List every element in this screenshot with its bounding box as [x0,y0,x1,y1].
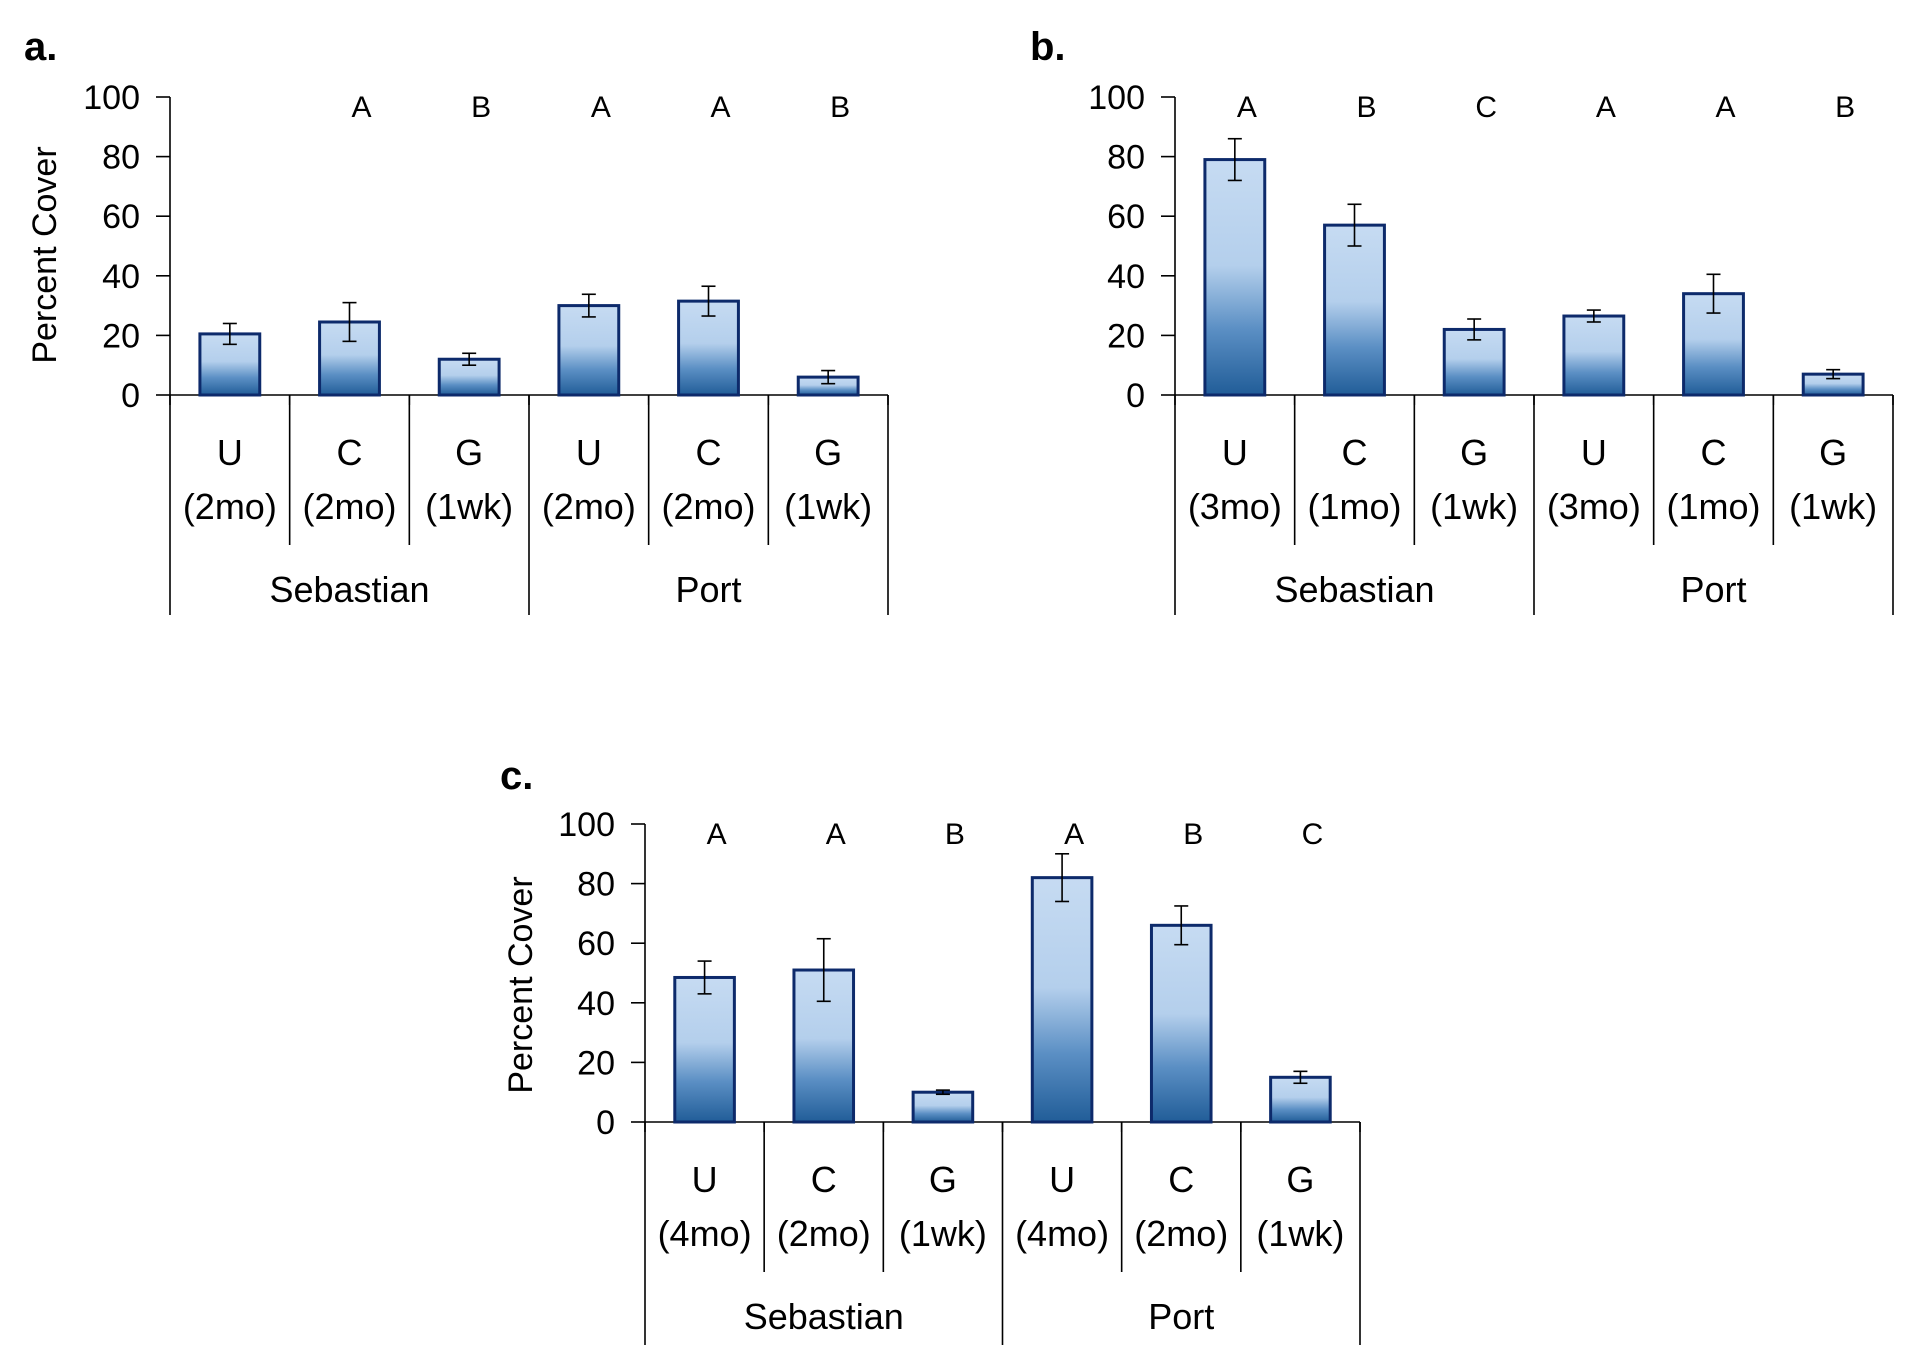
panel-b-significance-letter: B [1835,91,1855,124]
panel-c-duration-label: (2mo) [777,1213,871,1254]
panel-a-duration-label: (2mo) [542,486,636,527]
panel-a-bar [557,304,621,397]
panel-c-ylabel: Percent Cover [502,876,540,1093]
panel-b-category-label: C [1701,432,1727,473]
panel-c-bar [1149,923,1213,1124]
panel-a-group-label: Sebastian [269,569,429,610]
panel-a-significance-letter: B [830,91,850,124]
panel-c-bar [1269,1075,1332,1124]
panel-b-category-label: G [1460,432,1488,473]
panel-a-group-label: Port [675,569,741,610]
panel-a-ylabel: Percent Cover [26,146,64,363]
panel-b-significance-letter: A [1237,91,1257,124]
panel-a-duration-label: (2mo) [661,486,755,527]
panel-a-category-label: C [337,432,363,473]
panel-c-group-label: Sebastian [744,1296,904,1337]
panel-b-duration-label: (1wk) [1430,486,1518,527]
panel-c-category-label: U [692,1159,718,1200]
panel-b-duration-label: (3mo) [1188,486,1282,527]
panel-a-significance-letter: A [710,91,730,124]
panel-c-category-label: G [929,1159,957,1200]
panel-c-ytick-label: 0 [596,1104,615,1142]
panel-a-category-label: U [576,432,602,473]
panel-c-significance-letter: A [1064,818,1084,851]
panel-a-significance-letter: A [351,91,371,124]
panel-b-bar [1562,314,1626,397]
panel-b-duration-label: (1mo) [1307,486,1401,527]
panel-a: a. Percent Cover 0 20 40 60 80 100 U (2mo) A C (2m… [24,25,889,615]
panel-a-duration-label: (1wk) [784,486,872,527]
panel-b-bar [1682,292,1745,397]
panel-b: b. 0 20 40 60 80 100 A U (3mo) B C (1mo) C G (1wk) A U (3… [1030,25,1894,615]
panel-b-plot: 0 20 40 60 80 100 A U (3mo) B C (1mo) C G (1wk) A U (3mo)… [1088,79,1894,615]
panel-c-duration-label: (4mo) [1015,1213,1109,1254]
panel-c-ytick-label: 80 [577,866,615,904]
panel-b-significance-letter: C [1475,91,1497,124]
panel-a-significance-letter: A [591,91,611,124]
panel-c-ytick-label: 40 [577,985,615,1023]
panel-b-duration-label: (3mo) [1547,486,1641,527]
panel-b-duration-label: (1wk) [1789,486,1877,527]
panel-b-significance-letter: B [1356,91,1376,124]
panel-a-ytick-label: 60 [102,198,140,236]
panel-c-bar [673,975,736,1124]
panel-c-duration-label: (1wk) [1256,1213,1344,1254]
panel-c-bar [1030,876,1094,1124]
panel-a-ytick-label: 40 [102,258,140,296]
panel-a-category-label: G [455,432,483,473]
panel-b-group-label: Sebastian [1274,569,1434,610]
panel-a-category-label: G [814,432,842,473]
panel-c-category-label: C [1168,1159,1194,1200]
panel-a-duration-label: (1wk) [425,486,513,527]
panel-a-significance-letter: B [471,91,491,124]
panel-a-duration-label: (2mo) [183,486,277,527]
panel-c-label: c. [500,754,533,798]
panel-c-category-label: U [1049,1159,1075,1200]
panel-b-ytick-label: 0 [1126,377,1145,415]
panel-b-category-label: U [1222,432,1248,473]
panel-a-duration-label: (2mo) [302,486,396,527]
panel-b-label: b. [1030,25,1066,69]
panel-b-ytick-label: 60 [1107,198,1145,236]
panel-a-ytick-label: 20 [102,317,140,355]
panel-a-ytick-label: 100 [83,79,140,117]
panel-b-ytick-label: 100 [1088,79,1145,117]
panel-a-ytick-label: 80 [102,139,140,177]
panel-b-category-label: G [1819,432,1847,473]
panel-a-category-label: U [217,432,243,473]
panel-c-category-label: G [1286,1159,1314,1200]
panel-c-bar [911,1090,975,1124]
panel-c-significance-letter: B [1183,818,1203,851]
panel-c-ytick-label: 20 [577,1044,615,1082]
panel-a-label: a. [24,25,57,69]
panel-c-ytick-label: 60 [577,925,615,963]
panel-b-ytick-label: 80 [1107,139,1145,177]
panel-c-group-label: Port [1148,1296,1214,1337]
panel-a-ytick-label: 0 [121,377,140,415]
panel-b-significance-letter: A [1715,91,1735,124]
panel-c-significance-letter: B [945,818,965,851]
panel-b-group-label: Port [1680,569,1746,610]
panel-c-significance-letter: A [707,818,727,851]
panel-c-duration-label: (4mo) [658,1213,752,1254]
panel-a-category-label: C [696,432,722,473]
panel-c-ytick-label: 100 [558,806,615,844]
panel-a-plot: 0 20 40 60 80 100 U (2mo) A C (2mo) B G (1wk) A U (2mo) A… [83,79,889,615]
panel-c: c. Percent Cover 0 20 40 60 80 100 A U (4mo) A C (2… [500,754,1361,1345]
panel-c-duration-label: (2mo) [1134,1213,1228,1254]
panel-b-significance-letter: A [1596,91,1616,124]
panel-c-significance-letter: C [1302,818,1324,851]
panel-b-bar [1323,223,1386,397]
panel-b-bar [1203,158,1267,397]
panel-c-plot: 0 20 40 60 80 100 A U (4mo) A C (2mo) B G (1wk) A U (4mo)… [558,806,1361,1345]
panel-b-category-label: C [1342,432,1368,473]
panel-b-category-label: U [1581,432,1607,473]
panel-b-ytick-label: 40 [1107,258,1145,296]
panel-c-significance-letter: A [826,818,846,851]
panel-c-duration-label: (1wk) [899,1213,987,1254]
panel-b-duration-label: (1mo) [1666,486,1760,527]
panel-c-category-label: C [811,1159,837,1200]
panel-b-ytick-label: 20 [1107,317,1145,355]
